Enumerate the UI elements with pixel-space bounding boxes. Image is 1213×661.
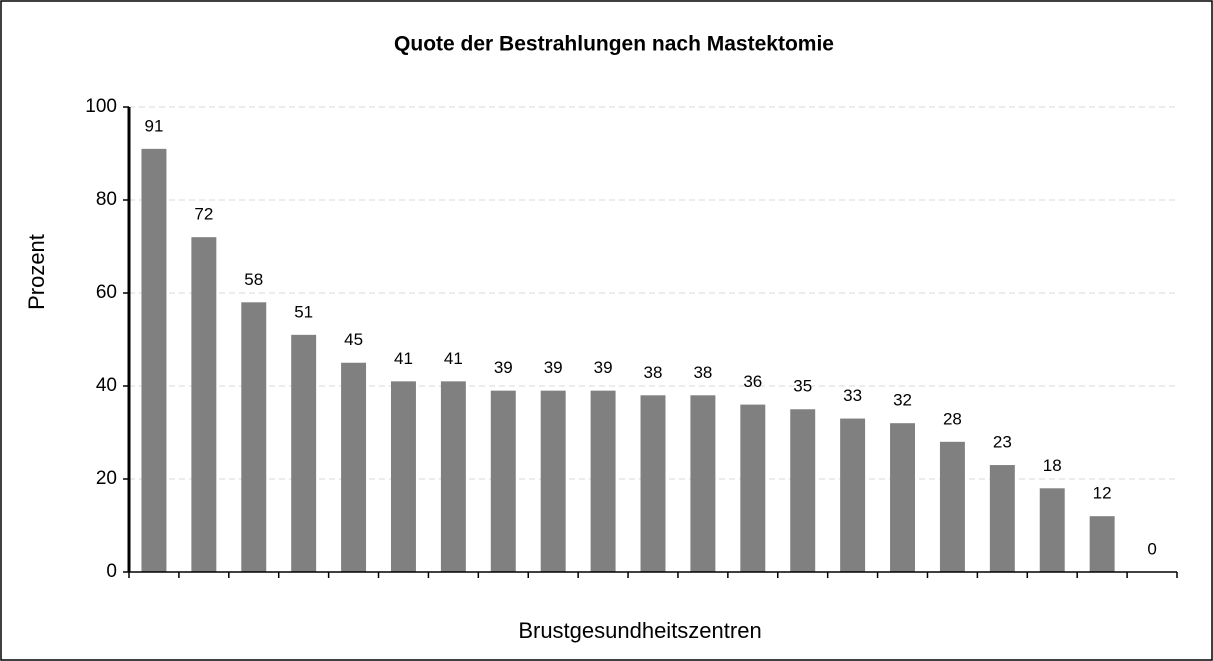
data-label: 39 [494, 358, 513, 377]
bar [989, 465, 1015, 572]
data-label: 58 [244, 270, 263, 289]
bar [890, 423, 915, 572]
data-label: 28 [943, 409, 962, 428]
data-label: 33 [843, 386, 862, 405]
bar [939, 441, 965, 572]
bar [790, 409, 816, 572]
y-tick-label: 20 [96, 468, 117, 489]
y-tick-label: 60 [96, 282, 117, 303]
y-tick-label: 100 [85, 96, 117, 117]
y-tick-label: 40 [96, 375, 117, 396]
data-label: 38 [644, 363, 663, 382]
data-label: 35 [793, 377, 812, 396]
data-label: 39 [544, 358, 563, 377]
data-label: 36 [743, 372, 762, 391]
bar [241, 302, 267, 572]
data-label: 91 [144, 116, 163, 135]
data-label: 51 [294, 302, 313, 321]
data-label: 0 [1147, 539, 1156, 558]
bar [540, 390, 566, 572]
data-label: 18 [1043, 456, 1062, 475]
bar [141, 148, 167, 572]
data-label: 23 [993, 433, 1012, 452]
y-tick-label: 80 [96, 189, 117, 210]
bar [191, 237, 217, 572]
bar [391, 381, 416, 572]
data-label: 41 [394, 349, 413, 368]
y-tick-label: 0 [106, 561, 117, 582]
bar [740, 404, 766, 572]
bar [1089, 516, 1115, 572]
bar [840, 418, 866, 572]
data-label: 38 [693, 363, 712, 382]
bar [1039, 488, 1065, 572]
chart-title: Quote der Bestrahlungen nach Mastektomie [394, 33, 834, 56]
data-label: 12 [1093, 484, 1112, 503]
x-axis-label: Brustgesundheitszentren [518, 618, 761, 643]
bar [590, 390, 616, 572]
data-label: 45 [344, 330, 363, 349]
bar [640, 395, 666, 572]
y-axis-label: Prozent [24, 234, 49, 310]
data-label: 39 [594, 358, 613, 377]
data-label: 32 [893, 391, 912, 410]
bar [490, 390, 516, 572]
data-label: 41 [444, 349, 463, 368]
bar [690, 395, 716, 572]
bar [341, 362, 367, 572]
bar [440, 381, 466, 572]
bar [291, 334, 317, 572]
data-label: 72 [194, 205, 213, 224]
